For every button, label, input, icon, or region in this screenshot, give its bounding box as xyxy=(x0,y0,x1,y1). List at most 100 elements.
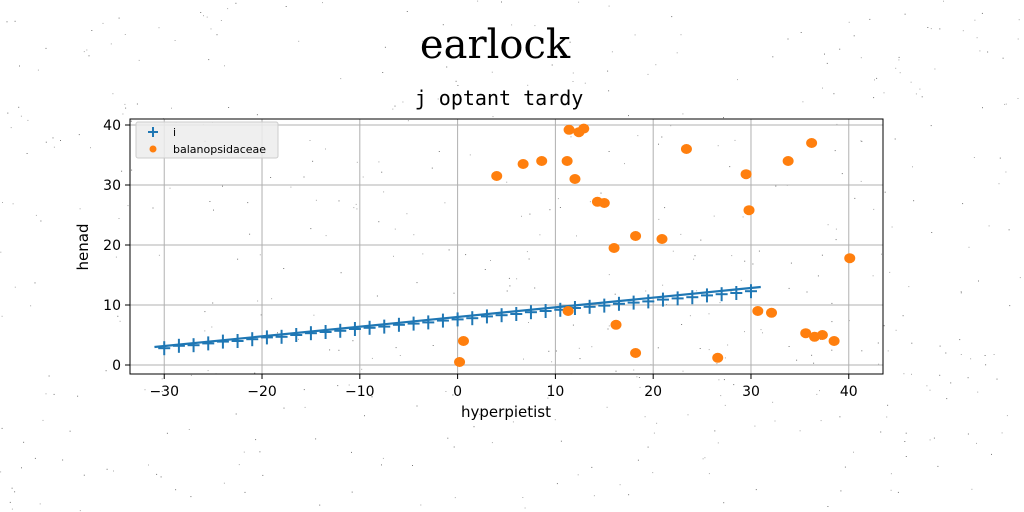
series-balanopsidaceae-point xyxy=(816,330,828,340)
speckle-dot xyxy=(788,346,790,347)
speckle-dot xyxy=(244,491,246,493)
speckle-dot xyxy=(872,275,874,277)
speckle-dot xyxy=(860,140,862,142)
speckle-dot xyxy=(237,258,239,260)
speckle-dot xyxy=(254,372,256,374)
speckle-dot xyxy=(831,302,833,304)
series-balanopsidaceae-point xyxy=(680,144,692,154)
speckle-dot xyxy=(209,201,211,202)
series-i-point xyxy=(510,307,523,321)
speckle-dot xyxy=(647,446,649,448)
speckle-dot xyxy=(819,390,820,392)
speckle-dot xyxy=(873,208,875,210)
speckle-dot xyxy=(873,97,875,99)
speckle-dot xyxy=(9,501,11,503)
speckle-dot xyxy=(529,213,531,215)
y-axis-ticks: 0 10 20 30 40 xyxy=(103,118,130,374)
speckle-dot xyxy=(853,35,855,37)
speckle-dot xyxy=(628,115,629,117)
speckle-dot xyxy=(371,396,373,398)
speckle-dot xyxy=(211,326,213,328)
speckle-dot xyxy=(477,0,479,2)
series-balanopsidaceae-point xyxy=(491,171,503,181)
speckle-dot xyxy=(220,20,222,21)
speckle-dot xyxy=(422,253,424,255)
speckle-dot xyxy=(861,140,863,142)
speckle-dot xyxy=(834,150,836,152)
speckle-dot xyxy=(848,21,850,23)
speckle-dot xyxy=(854,197,856,199)
speckle-dot xyxy=(83,51,85,53)
speckle-dot xyxy=(312,160,314,162)
speckle-dot xyxy=(524,507,526,509)
speckle-dot xyxy=(222,185,223,187)
speckle-dot xyxy=(699,348,701,349)
series-i-point xyxy=(480,309,493,324)
speckle-dot xyxy=(534,25,536,27)
speckle-dot xyxy=(1006,415,1008,417)
speckle-dot xyxy=(492,116,494,118)
speckle-dot xyxy=(48,375,50,377)
speckle-dot xyxy=(216,34,218,36)
y-tick-label: 30 xyxy=(103,178,121,194)
speckle-dot xyxy=(730,290,732,292)
speckle-dot xyxy=(506,290,508,292)
series-balanopsidaceae-layer xyxy=(454,123,856,367)
speckle-dot xyxy=(210,28,212,30)
speckle-dot xyxy=(614,293,616,295)
speckle-dot xyxy=(119,320,121,322)
speckle-dot xyxy=(446,66,448,68)
speckle-dot xyxy=(887,350,889,352)
speckle-dot xyxy=(671,16,673,18)
speckle-dot xyxy=(881,253,882,255)
speckle-dot xyxy=(62,459,64,461)
series-i-point xyxy=(260,330,273,345)
speckle-dot xyxy=(110,43,112,45)
speckle-dot xyxy=(490,260,491,261)
speckle-dot xyxy=(469,154,471,156)
series-balanopsidaceae-point xyxy=(766,307,778,318)
speckle-dot xyxy=(702,458,704,460)
speckle-dot xyxy=(886,416,888,418)
speckle-dot xyxy=(774,420,776,422)
speckle-dot xyxy=(945,352,947,354)
speckle-dot xyxy=(959,339,961,341)
speckle-dot xyxy=(933,437,935,439)
legend-marker-i xyxy=(148,127,158,137)
y-tick-label: 20 xyxy=(103,238,121,254)
speckle-dot xyxy=(416,405,418,407)
speckle-dot xyxy=(257,300,259,302)
speckle-dot xyxy=(788,287,790,289)
speckle-dot xyxy=(169,187,171,189)
speckle-dot xyxy=(608,274,610,276)
speckle-dot xyxy=(853,451,854,453)
speckle-dot xyxy=(894,138,896,140)
speckle-dot xyxy=(453,292,455,294)
x-tick-label: 10 xyxy=(546,384,564,400)
speckle-dot xyxy=(484,269,486,270)
speckle-dot xyxy=(652,472,654,474)
speckle-dot xyxy=(664,207,666,209)
series-i-point xyxy=(671,291,684,306)
speckle-dot xyxy=(719,302,721,304)
speckle-dot xyxy=(88,55,90,57)
speckle-dot xyxy=(672,250,674,252)
speckle-dot xyxy=(161,391,163,392)
speckle-dot xyxy=(207,370,209,372)
speckle-dot xyxy=(127,205,129,207)
speckle-dot xyxy=(902,315,904,317)
speckle-dot xyxy=(381,464,382,466)
speckle-dot xyxy=(393,255,394,257)
speckle-dot xyxy=(382,457,384,459)
speckle-dot xyxy=(624,163,625,165)
speckle-dot xyxy=(512,421,514,423)
speckle-dot xyxy=(473,426,475,428)
speckle-dot xyxy=(79,208,81,210)
speckle-dot xyxy=(384,46,386,48)
speckle-dot xyxy=(1019,277,1021,279)
speckle-dot xyxy=(18,106,20,108)
speckle-dot xyxy=(744,331,745,333)
speckle-dot xyxy=(277,332,278,334)
speckle-dot xyxy=(775,185,777,187)
speckle-dot xyxy=(637,135,639,137)
